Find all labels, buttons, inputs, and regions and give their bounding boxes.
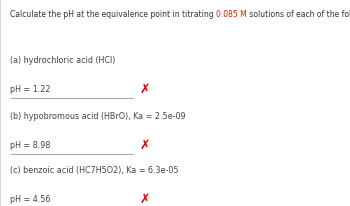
Text: (c) benzoic acid (HC7H5O2), Ka = 6.3e-05: (c) benzoic acid (HC7H5O2), Ka = 6.3e-05 <box>10 165 179 174</box>
Text: ✗: ✗ <box>140 138 150 151</box>
Text: (b) hypobromous acid (HBrO), Ka = 2.5e-09: (b) hypobromous acid (HBrO), Ka = 2.5e-0… <box>10 111 186 120</box>
Text: ✗: ✗ <box>140 82 150 95</box>
Text: 0.085 M: 0.085 M <box>217 10 247 19</box>
Text: ✗: ✗ <box>140 192 150 205</box>
Text: solutions of each of the following with: solutions of each of the following with <box>247 10 350 19</box>
Text: pH = 4.56: pH = 4.56 <box>10 194 51 202</box>
Text: Calculate the pH at the equivalence point in titrating: Calculate the pH at the equivalence poin… <box>10 10 217 19</box>
Text: pH = 1.22: pH = 1.22 <box>10 84 51 93</box>
Text: pH = 8.98: pH = 8.98 <box>10 140 51 149</box>
Text: (a) hydrochloric acid (HCl): (a) hydrochloric acid (HCl) <box>10 56 116 64</box>
